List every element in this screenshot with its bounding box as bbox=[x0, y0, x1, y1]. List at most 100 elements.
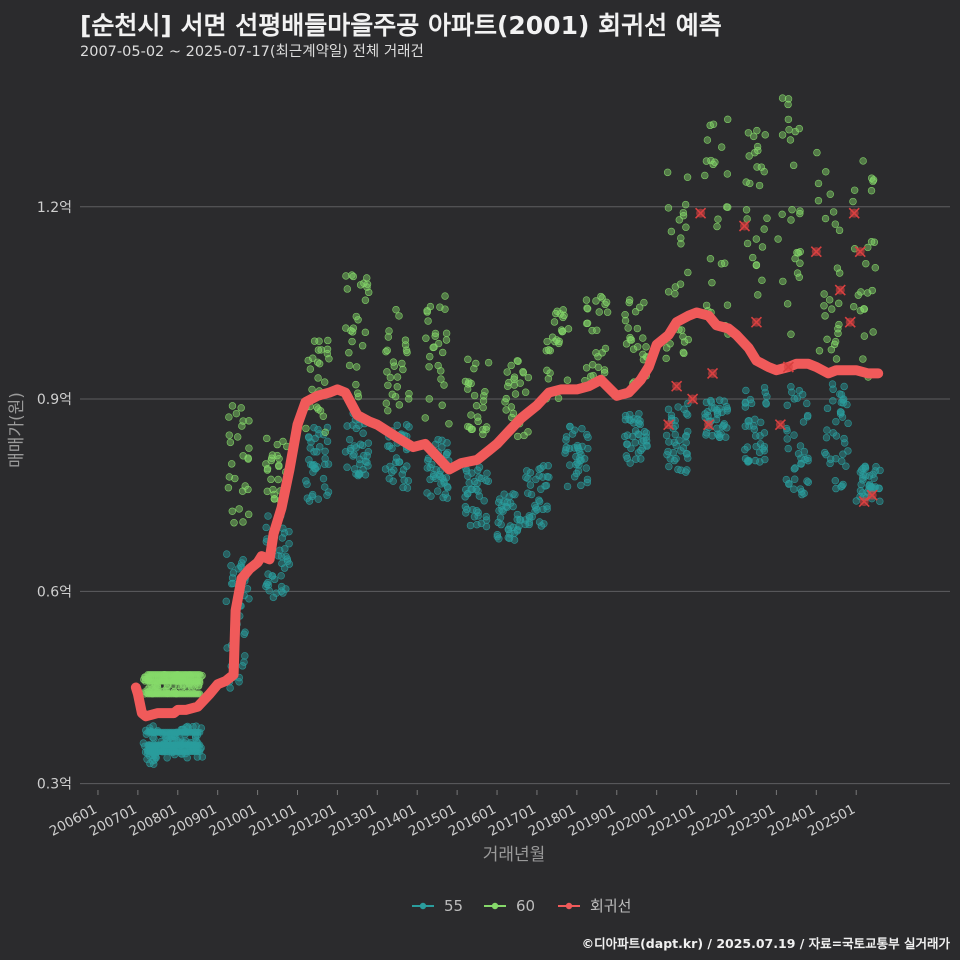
data-point-60 bbox=[382, 399, 391, 408]
data-point-55 bbox=[708, 432, 716, 440]
data-point-55 bbox=[822, 450, 830, 459]
data-point-55 bbox=[537, 522, 546, 530]
data-point-55 bbox=[310, 448, 318, 456]
data-point-60 bbox=[793, 269, 802, 277]
data-point-55 bbox=[238, 662, 247, 670]
data-point-55 bbox=[535, 497, 544, 506]
data-point-55 bbox=[276, 546, 284, 555]
data-point-60 bbox=[352, 312, 360, 321]
data-point-55 bbox=[443, 494, 452, 502]
data-point-55 bbox=[763, 392, 771, 401]
data-point-55 bbox=[683, 466, 691, 474]
data-point-60 bbox=[627, 336, 636, 344]
data-point-55 bbox=[702, 429, 711, 437]
data-point-55 bbox=[751, 432, 760, 440]
data-point-55 bbox=[533, 506, 541, 514]
data-point-55 bbox=[521, 520, 530, 529]
data-point-60 bbox=[788, 205, 796, 214]
data-point-60 bbox=[239, 518, 247, 526]
data-point-60 bbox=[401, 341, 410, 349]
data-point-55 bbox=[513, 525, 522, 534]
data-point-55 bbox=[403, 484, 412, 492]
data-point-55 bbox=[341, 448, 350, 456]
data-point-55 bbox=[665, 462, 673, 471]
data-point-55 bbox=[443, 439, 451, 447]
data-point-55 bbox=[278, 559, 286, 568]
data-point-60 bbox=[633, 324, 642, 333]
data-point-60 bbox=[753, 126, 761, 135]
data-point-60 bbox=[683, 173, 692, 181]
data-point-60 bbox=[385, 327, 393, 335]
data-point-55 bbox=[526, 468, 535, 477]
data-point-60 bbox=[757, 163, 766, 171]
data-point-60 bbox=[758, 243, 767, 251]
data-point-60 bbox=[245, 417, 253, 425]
data-point-60 bbox=[464, 355, 472, 364]
data-point-55 bbox=[303, 480, 311, 488]
data-point-55 bbox=[674, 465, 682, 474]
data-point-55 bbox=[574, 467, 583, 475]
data-point-60 bbox=[815, 347, 824, 355]
data-point-55 bbox=[570, 426, 579, 434]
data-point-55 bbox=[671, 430, 679, 439]
data-point-60 bbox=[671, 290, 679, 298]
data-point-60 bbox=[389, 358, 398, 366]
data-point-55 bbox=[745, 417, 753, 425]
data-point-60 bbox=[504, 382, 512, 391]
data-point-60 bbox=[463, 385, 472, 393]
data-point-60 bbox=[321, 378, 329, 386]
data-point-60 bbox=[783, 300, 792, 308]
data-point-55 bbox=[622, 452, 631, 460]
data-point-60 bbox=[317, 346, 325, 354]
data-point-55 bbox=[720, 421, 728, 430]
data-point-55 bbox=[285, 540, 293, 548]
data-point-55 bbox=[461, 502, 470, 511]
data-point-55 bbox=[403, 462, 411, 470]
data-point-55 bbox=[525, 518, 534, 527]
data-point-55 bbox=[783, 435, 791, 443]
y-tick-labels: 0.3억 0.6억 0.9억 1.2억 bbox=[37, 200, 72, 793]
data-point-55 bbox=[577, 450, 585, 459]
data-point-60 bbox=[784, 115, 793, 124]
data-point-55 bbox=[796, 442, 805, 450]
data-point-60 bbox=[514, 357, 522, 365]
data-point-55 bbox=[790, 475, 799, 483]
data-point-55 bbox=[790, 395, 798, 403]
data-point-60 bbox=[543, 366, 551, 375]
data-point-55 bbox=[682, 409, 691, 418]
data-point-60 bbox=[758, 276, 766, 285]
data-point-55 bbox=[444, 483, 452, 492]
data-point-55 bbox=[343, 463, 351, 471]
data-point-60 bbox=[859, 355, 867, 363]
data-point-60 bbox=[421, 414, 429, 422]
data-point-60 bbox=[796, 207, 804, 215]
data-point-60 bbox=[430, 343, 438, 351]
data-point-55 bbox=[642, 429, 651, 437]
data-point-60 bbox=[709, 160, 717, 169]
y-tick-label: 0.3억 bbox=[37, 777, 72, 793]
data-point-60 bbox=[398, 359, 406, 368]
data-point-55 bbox=[306, 444, 314, 452]
data-point-60 bbox=[267, 475, 275, 484]
data-point-60 bbox=[442, 336, 451, 344]
data-point-55 bbox=[568, 430, 577, 438]
data-point-60 bbox=[860, 305, 869, 313]
data-point-55 bbox=[760, 383, 769, 392]
data-point-60 bbox=[825, 296, 834, 304]
data-point-60 bbox=[860, 332, 869, 340]
data-point-55 bbox=[381, 465, 390, 473]
data-point-55 bbox=[539, 473, 547, 481]
data-point-60 bbox=[787, 330, 795, 338]
data-point-55 bbox=[566, 461, 574, 469]
data-point-60 bbox=[742, 178, 750, 186]
data-point-55 bbox=[637, 438, 646, 446]
data-point-55 bbox=[463, 490, 472, 498]
data-point-55 bbox=[836, 410, 845, 418]
data-point-60 bbox=[763, 214, 771, 222]
data-point-60 bbox=[813, 148, 821, 157]
data-point-60 bbox=[754, 146, 762, 155]
data-point-55 bbox=[801, 455, 809, 464]
data-point-55 bbox=[235, 678, 243, 686]
data-point-60 bbox=[559, 306, 567, 314]
recent-point-cross bbox=[671, 380, 683, 392]
